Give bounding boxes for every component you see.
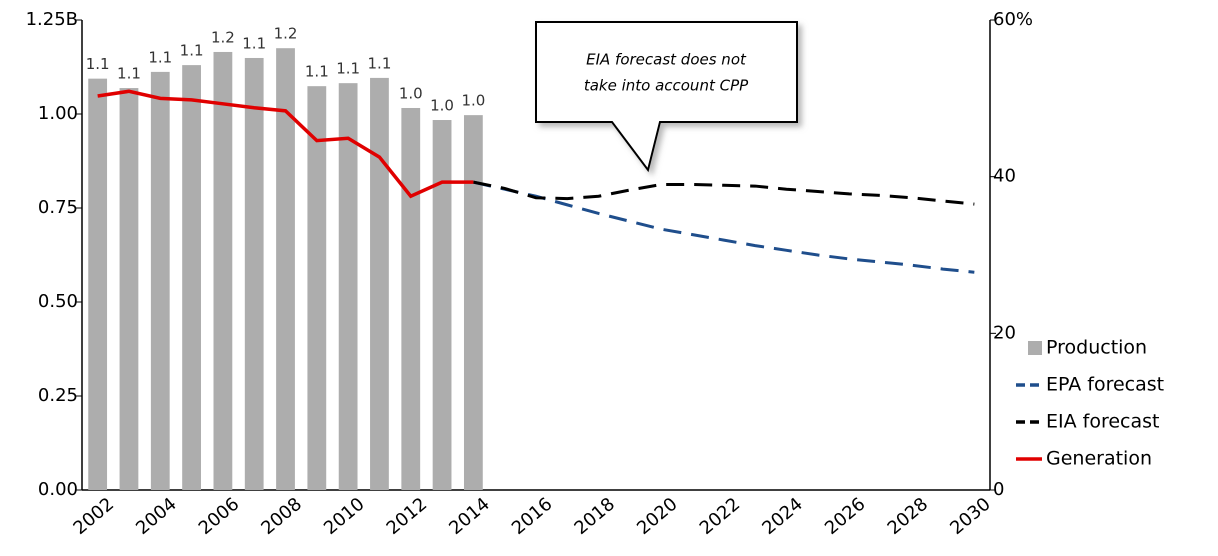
legend-label: Generation (1046, 448, 1152, 470)
legend-label: EPA forecast (1046, 374, 1164, 396)
value-label: 1.1 (148, 48, 172, 66)
x-tick-label: 2026 (821, 494, 870, 540)
value-label: 1.2 (211, 28, 235, 46)
value-label: 1.0 (461, 92, 485, 110)
x-tick-label: 2022 (696, 494, 745, 540)
x-tick-label: 2006 (195, 494, 244, 540)
legend-label: Production (1046, 337, 1147, 359)
bar (119, 88, 139, 490)
x-tick-label: 2028 (884, 494, 933, 540)
y-tick-label: 0.00 (38, 479, 78, 500)
annotation: take into account CPP (584, 77, 749, 95)
line (97, 89, 474, 199)
bar (182, 65, 201, 491)
bar (370, 77, 389, 491)
bar (338, 83, 358, 490)
y2-tick-label: 60% (993, 9, 1033, 30)
y2-tick-label: 20 (993, 322, 1016, 343)
x-tick-label: 2016 (508, 494, 557, 540)
bar (150, 71, 170, 490)
y-tick-label: 0.25 (38, 385, 78, 406)
value-label: 1.1 (117, 65, 141, 83)
bar (463, 115, 483, 491)
x-tick-label: 2014 (445, 494, 494, 540)
y2-tick-label: 0 (993, 479, 1004, 500)
bar (401, 107, 421, 490)
x-tick-label: 2004 (132, 494, 181, 540)
bar (307, 86, 327, 491)
legend-swatch (1028, 341, 1042, 355)
x-tick-label: 2018 (570, 494, 619, 540)
value-label: 1.1 (86, 55, 110, 73)
x-tick-label: 2008 (257, 494, 306, 540)
annotation: EIA forecast does not (586, 51, 747, 69)
x-tick-label: 2010 (320, 494, 369, 540)
value-label: 1.0 (399, 84, 423, 102)
value-label: 1.0 (430, 97, 454, 115)
x-tick-label: 2030 (946, 494, 995, 540)
line (473, 180, 975, 274)
callout-box (535, 21, 798, 173)
value-label: 1.1 (305, 63, 329, 81)
line (473, 180, 975, 206)
y-tick-label: 0.75 (38, 197, 78, 218)
y2-tick-label: 40 (993, 166, 1016, 187)
value-label: 1.1 (180, 42, 204, 60)
bar (213, 51, 233, 491)
bar (276, 48, 295, 490)
value-label: 1.1 (368, 54, 392, 72)
value-label: 1.2 (274, 25, 298, 43)
y-tick-label: 1.25B (26, 9, 78, 30)
x-tick-label: 2002 (69, 494, 118, 540)
value-label: 1.1 (242, 34, 266, 52)
legend-label: EIA forecast (1046, 411, 1159, 433)
bar (88, 78, 108, 490)
x-tick-label: 2024 (758, 494, 807, 540)
x-tick-label: 2012 (383, 494, 432, 540)
y-tick-label: 0.50 (38, 291, 78, 312)
y-tick-label: 1.00 (38, 103, 78, 124)
bar (244, 57, 264, 490)
value-label: 1.1 (336, 60, 360, 78)
bar (432, 120, 452, 491)
x-tick-label: 2020 (633, 494, 682, 540)
